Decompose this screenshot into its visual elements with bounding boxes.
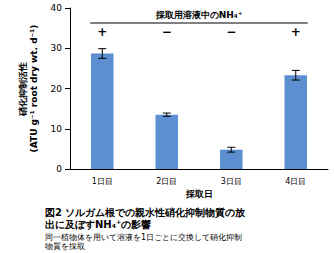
svg-text:(ATU g⁻¹ root dry wt. d⁻¹): (ATU g⁻¹ root dry wt. d⁻¹) xyxy=(29,25,39,153)
svg-text:30: 30 xyxy=(51,43,63,53)
svg-text:−: − xyxy=(226,25,236,39)
svg-text:3日目: 3日目 xyxy=(221,177,242,186)
svg-text:+: + xyxy=(97,25,107,39)
svg-text:1日目: 1日目 xyxy=(92,177,113,186)
svg-text:図2 ソルガム根での親水性硝化抑制物質の放: 図2 ソルガム根での親水性硝化抑制物質の放 xyxy=(45,207,246,219)
svg-text:4日目: 4日目 xyxy=(285,177,306,186)
svg-text:採取日: 採取日 xyxy=(185,189,213,199)
svg-text:20: 20 xyxy=(51,84,63,94)
svg-text:−: − xyxy=(162,25,172,39)
svg-text:硝化抑制活性: 硝化抑制活性 xyxy=(18,62,28,117)
svg-text:0: 0 xyxy=(56,164,62,174)
svg-text:+: + xyxy=(291,25,301,39)
svg-text:出に及ぼすNH₄⁺の影響: 出に及ぼすNH₄⁺の影響 xyxy=(45,219,151,231)
svg-text:採取用溶液中のNH₄⁺: 採取用溶液中のNH₄⁺ xyxy=(155,10,243,20)
svg-text:2日目: 2日目 xyxy=(156,177,177,186)
svg-text:40: 40 xyxy=(51,3,63,13)
svg-text:同一植物体を用いて溶液を1日ごとに交換して硝化抑制: 同一植物体を用いて溶液を1日ごとに交換して硝化抑制 xyxy=(45,233,242,242)
svg-text:10: 10 xyxy=(51,124,63,134)
svg-text:物質を採取: 物質を採取 xyxy=(45,242,85,251)
